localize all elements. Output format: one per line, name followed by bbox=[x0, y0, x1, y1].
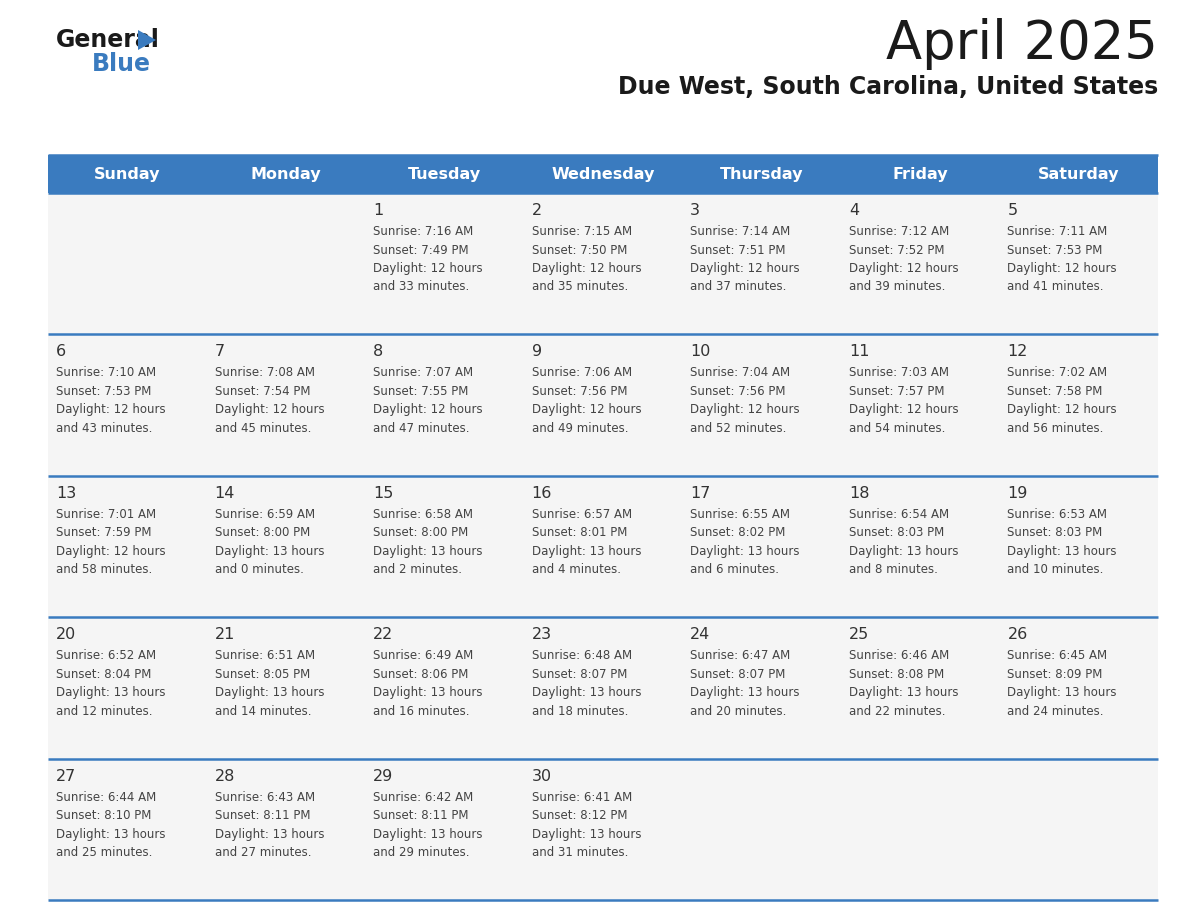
Text: 15: 15 bbox=[373, 486, 393, 501]
Text: 18: 18 bbox=[849, 486, 870, 501]
Text: Sunrise: 7:07 AM
Sunset: 7:55 PM
Daylight: 12 hours
and 47 minutes.: Sunrise: 7:07 AM Sunset: 7:55 PM Dayligh… bbox=[373, 366, 482, 435]
Bar bbox=[48, 758, 1158, 900]
Text: 21: 21 bbox=[215, 627, 235, 643]
Text: Sunrise: 6:43 AM
Sunset: 8:11 PM
Daylight: 13 hours
and 27 minutes.: Sunrise: 6:43 AM Sunset: 8:11 PM Dayligh… bbox=[215, 790, 324, 859]
Text: Sunrise: 6:59 AM
Sunset: 8:00 PM
Daylight: 13 hours
and 0 minutes.: Sunrise: 6:59 AM Sunset: 8:00 PM Dayligh… bbox=[215, 508, 324, 577]
Text: 16: 16 bbox=[532, 486, 552, 501]
Text: Due West, South Carolina, United States: Due West, South Carolina, United States bbox=[618, 75, 1158, 99]
Text: 7: 7 bbox=[215, 344, 225, 360]
Text: Sunrise: 7:12 AM
Sunset: 7:52 PM
Daylight: 12 hours
and 39 minutes.: Sunrise: 7:12 AM Sunset: 7:52 PM Dayligh… bbox=[849, 225, 959, 294]
Text: 11: 11 bbox=[849, 344, 870, 360]
Bar bbox=[48, 334, 1158, 476]
Text: Sunrise: 6:54 AM
Sunset: 8:03 PM
Daylight: 13 hours
and 8 minutes.: Sunrise: 6:54 AM Sunset: 8:03 PM Dayligh… bbox=[849, 508, 959, 577]
Text: Sunrise: 6:55 AM
Sunset: 8:02 PM
Daylight: 13 hours
and 6 minutes.: Sunrise: 6:55 AM Sunset: 8:02 PM Dayligh… bbox=[690, 508, 800, 577]
Text: Sunrise: 7:04 AM
Sunset: 7:56 PM
Daylight: 12 hours
and 52 minutes.: Sunrise: 7:04 AM Sunset: 7:56 PM Dayligh… bbox=[690, 366, 800, 435]
Text: 17: 17 bbox=[690, 486, 710, 501]
Text: Sunrise: 7:06 AM
Sunset: 7:56 PM
Daylight: 12 hours
and 49 minutes.: Sunrise: 7:06 AM Sunset: 7:56 PM Dayligh… bbox=[532, 366, 642, 435]
Text: Sunrise: 7:08 AM
Sunset: 7:54 PM
Daylight: 12 hours
and 45 minutes.: Sunrise: 7:08 AM Sunset: 7:54 PM Dayligh… bbox=[215, 366, 324, 435]
Text: Sunrise: 6:52 AM
Sunset: 8:04 PM
Daylight: 13 hours
and 12 minutes.: Sunrise: 6:52 AM Sunset: 8:04 PM Dayligh… bbox=[56, 649, 165, 718]
Text: Sunrise: 7:15 AM
Sunset: 7:50 PM
Daylight: 12 hours
and 35 minutes.: Sunrise: 7:15 AM Sunset: 7:50 PM Dayligh… bbox=[532, 225, 642, 294]
Text: 9: 9 bbox=[532, 344, 542, 360]
Text: 28: 28 bbox=[215, 768, 235, 784]
Text: Sunrise: 6:44 AM
Sunset: 8:10 PM
Daylight: 13 hours
and 25 minutes.: Sunrise: 6:44 AM Sunset: 8:10 PM Dayligh… bbox=[56, 790, 165, 859]
Text: Sunrise: 7:14 AM
Sunset: 7:51 PM
Daylight: 12 hours
and 37 minutes.: Sunrise: 7:14 AM Sunset: 7:51 PM Dayligh… bbox=[690, 225, 800, 294]
Text: Sunday: Sunday bbox=[94, 166, 160, 182]
Text: 20: 20 bbox=[56, 627, 76, 643]
Text: Sunrise: 7:16 AM
Sunset: 7:49 PM
Daylight: 12 hours
and 33 minutes.: Sunrise: 7:16 AM Sunset: 7:49 PM Dayligh… bbox=[373, 225, 482, 294]
Text: 10: 10 bbox=[690, 344, 710, 360]
Text: 27: 27 bbox=[56, 768, 76, 784]
Text: Monday: Monday bbox=[251, 166, 321, 182]
Text: Sunrise: 6:45 AM
Sunset: 8:09 PM
Daylight: 13 hours
and 24 minutes.: Sunrise: 6:45 AM Sunset: 8:09 PM Dayligh… bbox=[1007, 649, 1117, 718]
Text: Sunrise: 7:02 AM
Sunset: 7:58 PM
Daylight: 12 hours
and 56 minutes.: Sunrise: 7:02 AM Sunset: 7:58 PM Dayligh… bbox=[1007, 366, 1117, 435]
Text: Thursday: Thursday bbox=[720, 166, 803, 182]
Text: 8: 8 bbox=[373, 344, 384, 360]
Text: Sunrise: 7:11 AM
Sunset: 7:53 PM
Daylight: 12 hours
and 41 minutes.: Sunrise: 7:11 AM Sunset: 7:53 PM Dayligh… bbox=[1007, 225, 1117, 294]
Bar bbox=[48, 155, 1158, 193]
Text: Sunrise: 6:49 AM
Sunset: 8:06 PM
Daylight: 13 hours
and 16 minutes.: Sunrise: 6:49 AM Sunset: 8:06 PM Dayligh… bbox=[373, 649, 482, 718]
Bar bbox=[48, 193, 1158, 334]
Text: Sunrise: 6:46 AM
Sunset: 8:08 PM
Daylight: 13 hours
and 22 minutes.: Sunrise: 6:46 AM Sunset: 8:08 PM Dayligh… bbox=[849, 649, 959, 718]
Text: 23: 23 bbox=[532, 627, 552, 643]
Text: 26: 26 bbox=[1007, 627, 1028, 643]
Text: Tuesday: Tuesday bbox=[407, 166, 481, 182]
Text: 2: 2 bbox=[532, 203, 542, 218]
Bar bbox=[48, 476, 1158, 617]
Text: Sunrise: 6:58 AM
Sunset: 8:00 PM
Daylight: 13 hours
and 2 minutes.: Sunrise: 6:58 AM Sunset: 8:00 PM Dayligh… bbox=[373, 508, 482, 577]
Text: 4: 4 bbox=[849, 203, 859, 218]
Text: 25: 25 bbox=[849, 627, 870, 643]
Text: Sunrise: 6:51 AM
Sunset: 8:05 PM
Daylight: 13 hours
and 14 minutes.: Sunrise: 6:51 AM Sunset: 8:05 PM Dayligh… bbox=[215, 649, 324, 718]
Text: April 2025: April 2025 bbox=[886, 18, 1158, 70]
Text: 14: 14 bbox=[215, 486, 235, 501]
Bar bbox=[48, 617, 1158, 758]
Text: 1: 1 bbox=[373, 203, 384, 218]
Text: 30: 30 bbox=[532, 768, 552, 784]
Text: Saturday: Saturday bbox=[1038, 166, 1119, 182]
Text: 5: 5 bbox=[1007, 203, 1018, 218]
Text: General: General bbox=[56, 28, 160, 52]
Text: Sunrise: 6:53 AM
Sunset: 8:03 PM
Daylight: 13 hours
and 10 minutes.: Sunrise: 6:53 AM Sunset: 8:03 PM Dayligh… bbox=[1007, 508, 1117, 577]
Text: 3: 3 bbox=[690, 203, 700, 218]
Text: Sunrise: 6:47 AM
Sunset: 8:07 PM
Daylight: 13 hours
and 20 minutes.: Sunrise: 6:47 AM Sunset: 8:07 PM Dayligh… bbox=[690, 649, 800, 718]
Polygon shape bbox=[138, 30, 156, 50]
Text: Sunrise: 6:48 AM
Sunset: 8:07 PM
Daylight: 13 hours
and 18 minutes.: Sunrise: 6:48 AM Sunset: 8:07 PM Dayligh… bbox=[532, 649, 642, 718]
Text: Sunrise: 7:03 AM
Sunset: 7:57 PM
Daylight: 12 hours
and 54 minutes.: Sunrise: 7:03 AM Sunset: 7:57 PM Dayligh… bbox=[849, 366, 959, 435]
Text: 19: 19 bbox=[1007, 486, 1028, 501]
Text: 22: 22 bbox=[373, 627, 393, 643]
Text: Sunrise: 6:42 AM
Sunset: 8:11 PM
Daylight: 13 hours
and 29 minutes.: Sunrise: 6:42 AM Sunset: 8:11 PM Dayligh… bbox=[373, 790, 482, 859]
Text: Sunrise: 6:57 AM
Sunset: 8:01 PM
Daylight: 13 hours
and 4 minutes.: Sunrise: 6:57 AM Sunset: 8:01 PM Dayligh… bbox=[532, 508, 642, 577]
Text: Sunrise: 6:41 AM
Sunset: 8:12 PM
Daylight: 13 hours
and 31 minutes.: Sunrise: 6:41 AM Sunset: 8:12 PM Dayligh… bbox=[532, 790, 642, 859]
Text: 12: 12 bbox=[1007, 344, 1028, 360]
Text: 24: 24 bbox=[690, 627, 710, 643]
Text: Blue: Blue bbox=[91, 52, 151, 76]
Text: 13: 13 bbox=[56, 486, 76, 501]
Text: Wednesday: Wednesday bbox=[551, 166, 655, 182]
Text: 29: 29 bbox=[373, 768, 393, 784]
Text: Sunrise: 7:10 AM
Sunset: 7:53 PM
Daylight: 12 hours
and 43 minutes.: Sunrise: 7:10 AM Sunset: 7:53 PM Dayligh… bbox=[56, 366, 165, 435]
Text: Friday: Friday bbox=[892, 166, 948, 182]
Text: Sunrise: 7:01 AM
Sunset: 7:59 PM
Daylight: 12 hours
and 58 minutes.: Sunrise: 7:01 AM Sunset: 7:59 PM Dayligh… bbox=[56, 508, 165, 577]
Text: 6: 6 bbox=[56, 344, 67, 360]
